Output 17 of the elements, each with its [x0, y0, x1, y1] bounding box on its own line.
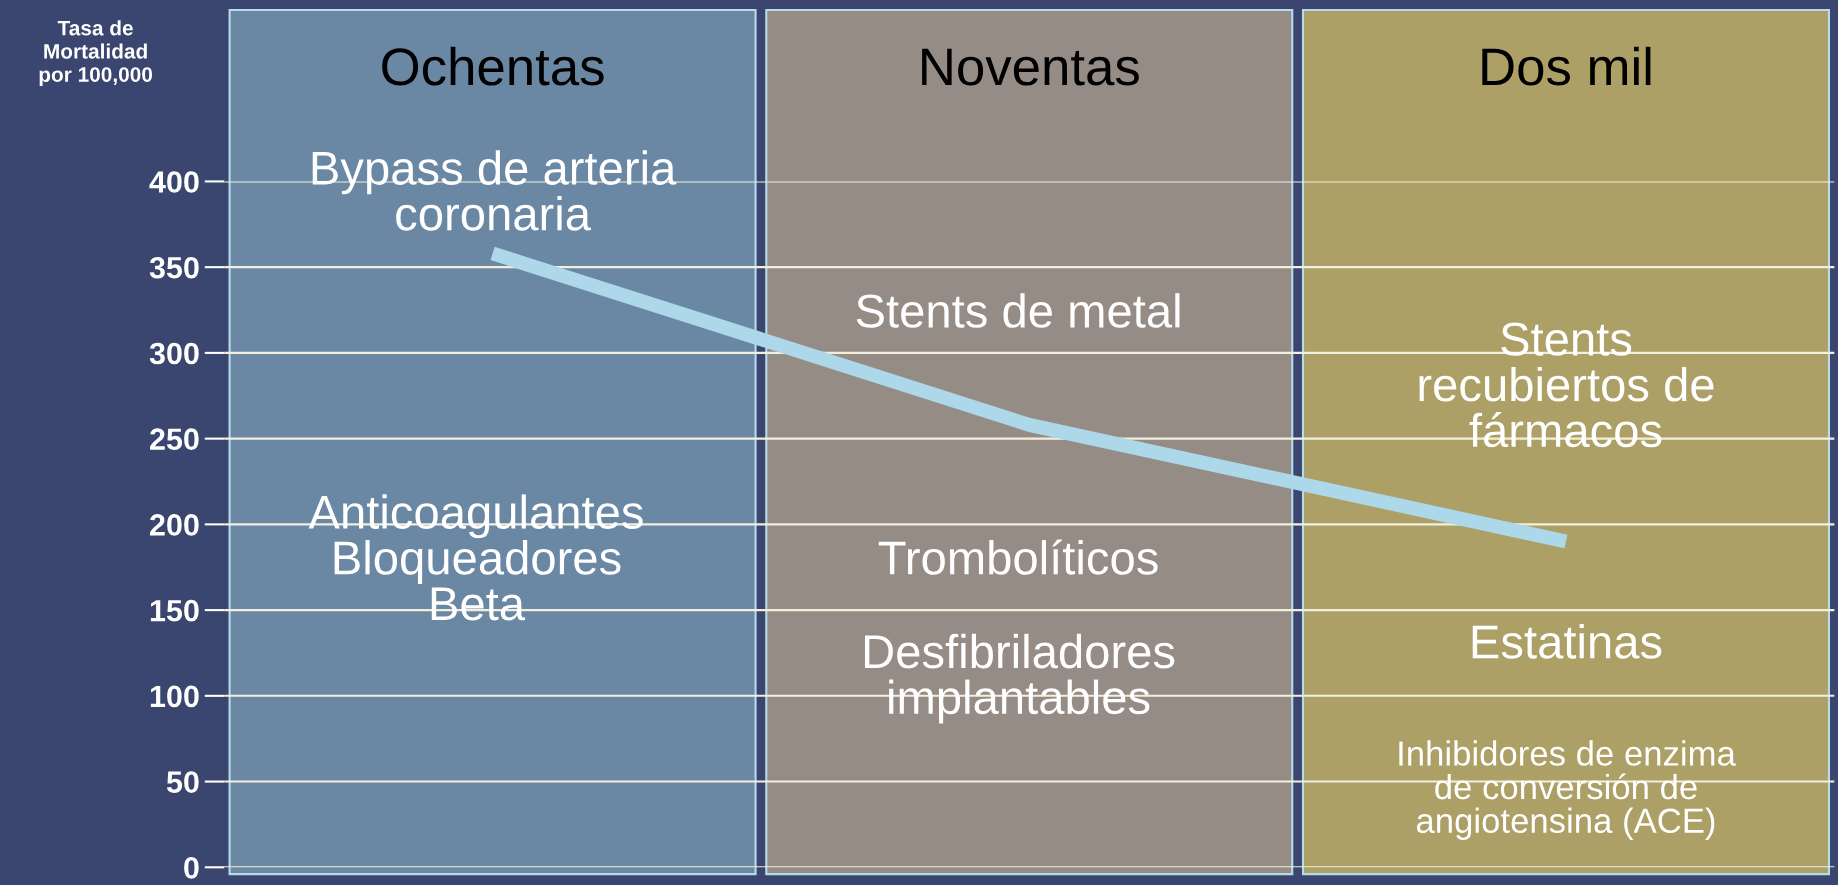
x-tick-label: Dos mil [1482, 46, 1651, 86]
y-axis-title: Tasa de Mortalidad por 100,000 [39, 20, 153, 87]
x-tick-label: Ochentas [382, 46, 604, 86]
x-tick-label: Noventas [922, 48, 1139, 86]
annotation: Bypass de arteria coronaria [312, 150, 677, 231]
y-tick-label: 400 [149, 171, 199, 193]
y-tick-label: 350 [149, 256, 199, 279]
annotation: Stents de metal [856, 293, 1180, 328]
y-tick-label: 0 [184, 857, 199, 879]
y-tick-label: 250 [150, 428, 199, 450]
annotation: Estatinas [1472, 624, 1662, 659]
y-tick-label: 50 [166, 771, 199, 793]
y-tick-label: 200 [150, 514, 199, 536]
y-tick-label: 300 [149, 342, 199, 365]
annotation: Trombolíticos [878, 539, 1158, 575]
y-tick-label: 100 [150, 685, 199, 708]
y-tick-label: 150 [150, 599, 199, 622]
